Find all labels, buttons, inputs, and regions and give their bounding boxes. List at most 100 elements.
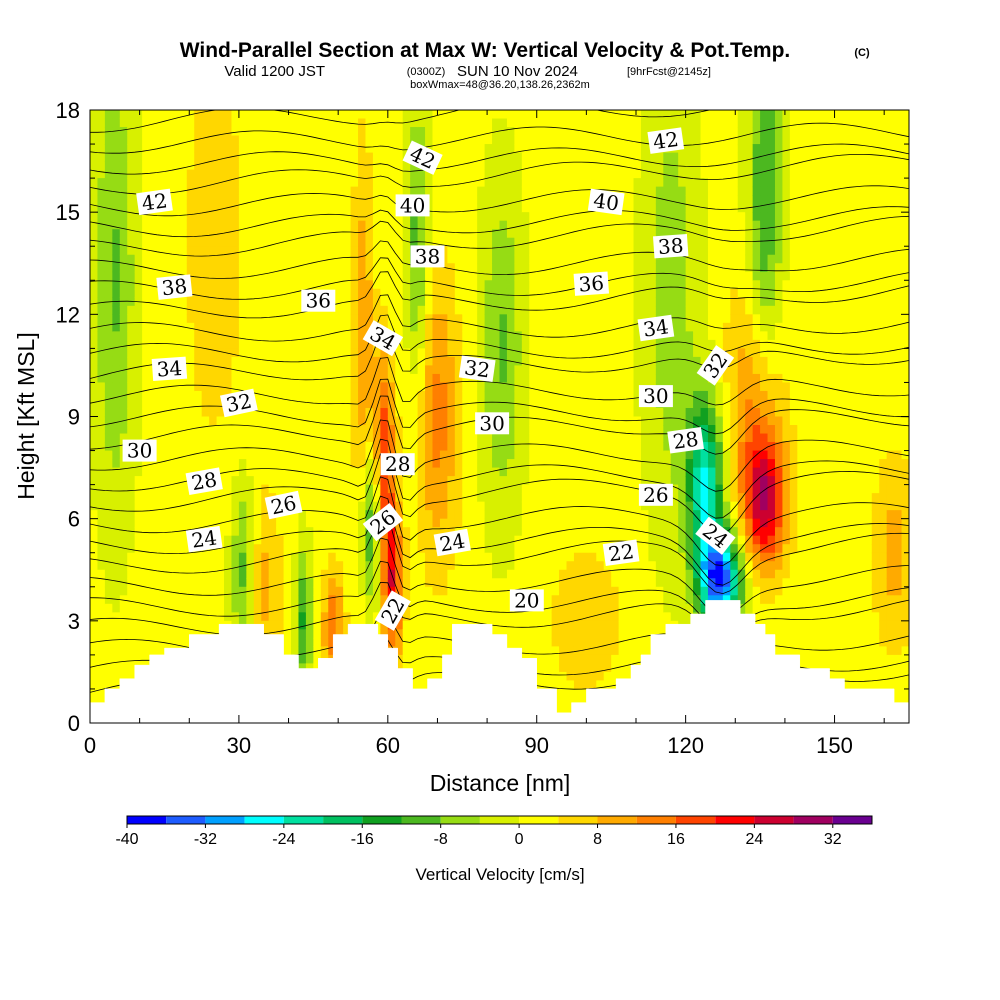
heatmap-cell <box>216 425 225 435</box>
heatmap-cell <box>283 254 292 264</box>
heatmap-cell <box>432 578 441 588</box>
heatmap-cell <box>454 331 463 341</box>
heatmap-cell <box>328 493 337 503</box>
heatmap-cell <box>246 356 255 367</box>
heatmap-cell <box>447 254 456 264</box>
heatmap-cell <box>559 280 568 290</box>
heatmap-cell <box>127 356 136 367</box>
heatmap-cell <box>469 586 478 596</box>
heatmap-cell <box>596 612 605 622</box>
heatmap-cell <box>231 552 240 562</box>
heatmap-cell <box>417 620 426 630</box>
heatmap-cell <box>112 518 121 528</box>
heatmap-cell <box>104 399 113 409</box>
heatmap-cell <box>253 569 262 579</box>
heatmap-cell <box>506 484 515 494</box>
heatmap-cell <box>417 237 426 247</box>
heatmap-cell <box>157 118 166 128</box>
heatmap-cell <box>454 510 463 520</box>
heatmap-cell <box>529 322 538 332</box>
heatmap-cell <box>238 459 247 469</box>
heatmap-cell <box>365 288 374 298</box>
heatmap-cell <box>343 510 352 520</box>
heatmap-cell <box>477 578 486 588</box>
heatmap-cell <box>112 195 121 205</box>
heatmap-cell <box>573 169 582 179</box>
heatmap-cell <box>425 263 434 273</box>
heatmap-cell <box>291 450 300 460</box>
heatmap-cell <box>127 433 136 443</box>
heatmap-cell <box>499 288 508 298</box>
heatmap-cell <box>343 135 352 145</box>
heatmap-cell <box>395 561 404 571</box>
heatmap-cell <box>224 280 233 290</box>
heatmap-cell <box>447 629 456 639</box>
heatmap-cell <box>410 339 419 349</box>
heatmap-cell <box>134 144 143 154</box>
heatmap-cell <box>164 220 173 230</box>
heatmap-cell <box>603 246 612 256</box>
heatmap-cell <box>224 527 233 537</box>
heatmap-cell <box>149 339 158 349</box>
heatmap-cell <box>157 399 166 409</box>
heatmap-cell <box>417 612 426 622</box>
heatmap-cell <box>119 110 128 120</box>
heatmap-cell <box>439 399 448 409</box>
heatmap-cell <box>253 561 262 571</box>
heatmap-cell <box>372 305 381 315</box>
heatmap-cell <box>268 552 277 562</box>
heatmap-cell <box>194 339 203 349</box>
heatmap-cell <box>104 195 113 205</box>
heatmap-cell <box>544 535 553 545</box>
heatmap-cell <box>194 135 203 145</box>
heatmap-cell <box>387 161 396 171</box>
heatmap-cell <box>216 288 225 298</box>
heatmap-cell <box>402 493 411 503</box>
heatmap-cell <box>171 620 180 630</box>
heatmap-cell <box>365 110 374 120</box>
heatmap-cell <box>566 288 575 298</box>
heatmap-cell <box>521 220 530 230</box>
heatmap-cell <box>499 467 508 477</box>
heatmap-cell <box>246 314 255 324</box>
heatmap-cell <box>425 178 434 188</box>
heatmap-cell <box>149 416 158 426</box>
heatmap-cell <box>559 186 568 196</box>
heatmap-cell <box>313 356 322 367</box>
heatmap-cell <box>186 229 195 239</box>
heatmap-cell <box>350 314 359 324</box>
heatmap-cell <box>104 246 113 256</box>
heatmap-cell <box>186 518 195 528</box>
heatmap-cell <box>596 493 605 503</box>
heatmap-cell <box>402 535 411 545</box>
heatmap-cell <box>313 518 322 528</box>
heatmap-cell <box>253 442 262 452</box>
heatmap-cell <box>544 356 553 367</box>
heatmap-cell <box>261 442 270 452</box>
heatmap-cell <box>276 416 285 426</box>
heatmap-cell <box>276 425 285 435</box>
heatmap-cell <box>253 322 262 332</box>
heatmap-cell <box>469 220 478 230</box>
heatmap-cell <box>246 459 255 469</box>
heatmap-cell <box>529 493 538 503</box>
heatmap-cell <box>551 680 560 690</box>
heatmap-cell <box>201 365 210 375</box>
heatmap-cell <box>216 561 225 571</box>
heatmap-cell <box>157 612 166 622</box>
heatmap-cell <box>380 186 389 196</box>
heatmap-cell <box>246 365 255 375</box>
heatmap-cell <box>372 467 381 477</box>
heatmap-cell <box>224 382 233 392</box>
heatmap-cell <box>544 127 553 137</box>
heatmap-cell <box>134 646 143 656</box>
heatmap-cell <box>529 348 538 358</box>
heatmap-cell <box>365 382 374 392</box>
heatmap-cell <box>536 620 545 630</box>
heatmap-cell <box>358 161 367 171</box>
heatmap-cell <box>238 152 247 162</box>
heatmap-cell <box>350 339 359 349</box>
heatmap-cell <box>238 271 247 281</box>
heatmap-cell <box>365 246 374 256</box>
heatmap-cell <box>358 493 367 503</box>
